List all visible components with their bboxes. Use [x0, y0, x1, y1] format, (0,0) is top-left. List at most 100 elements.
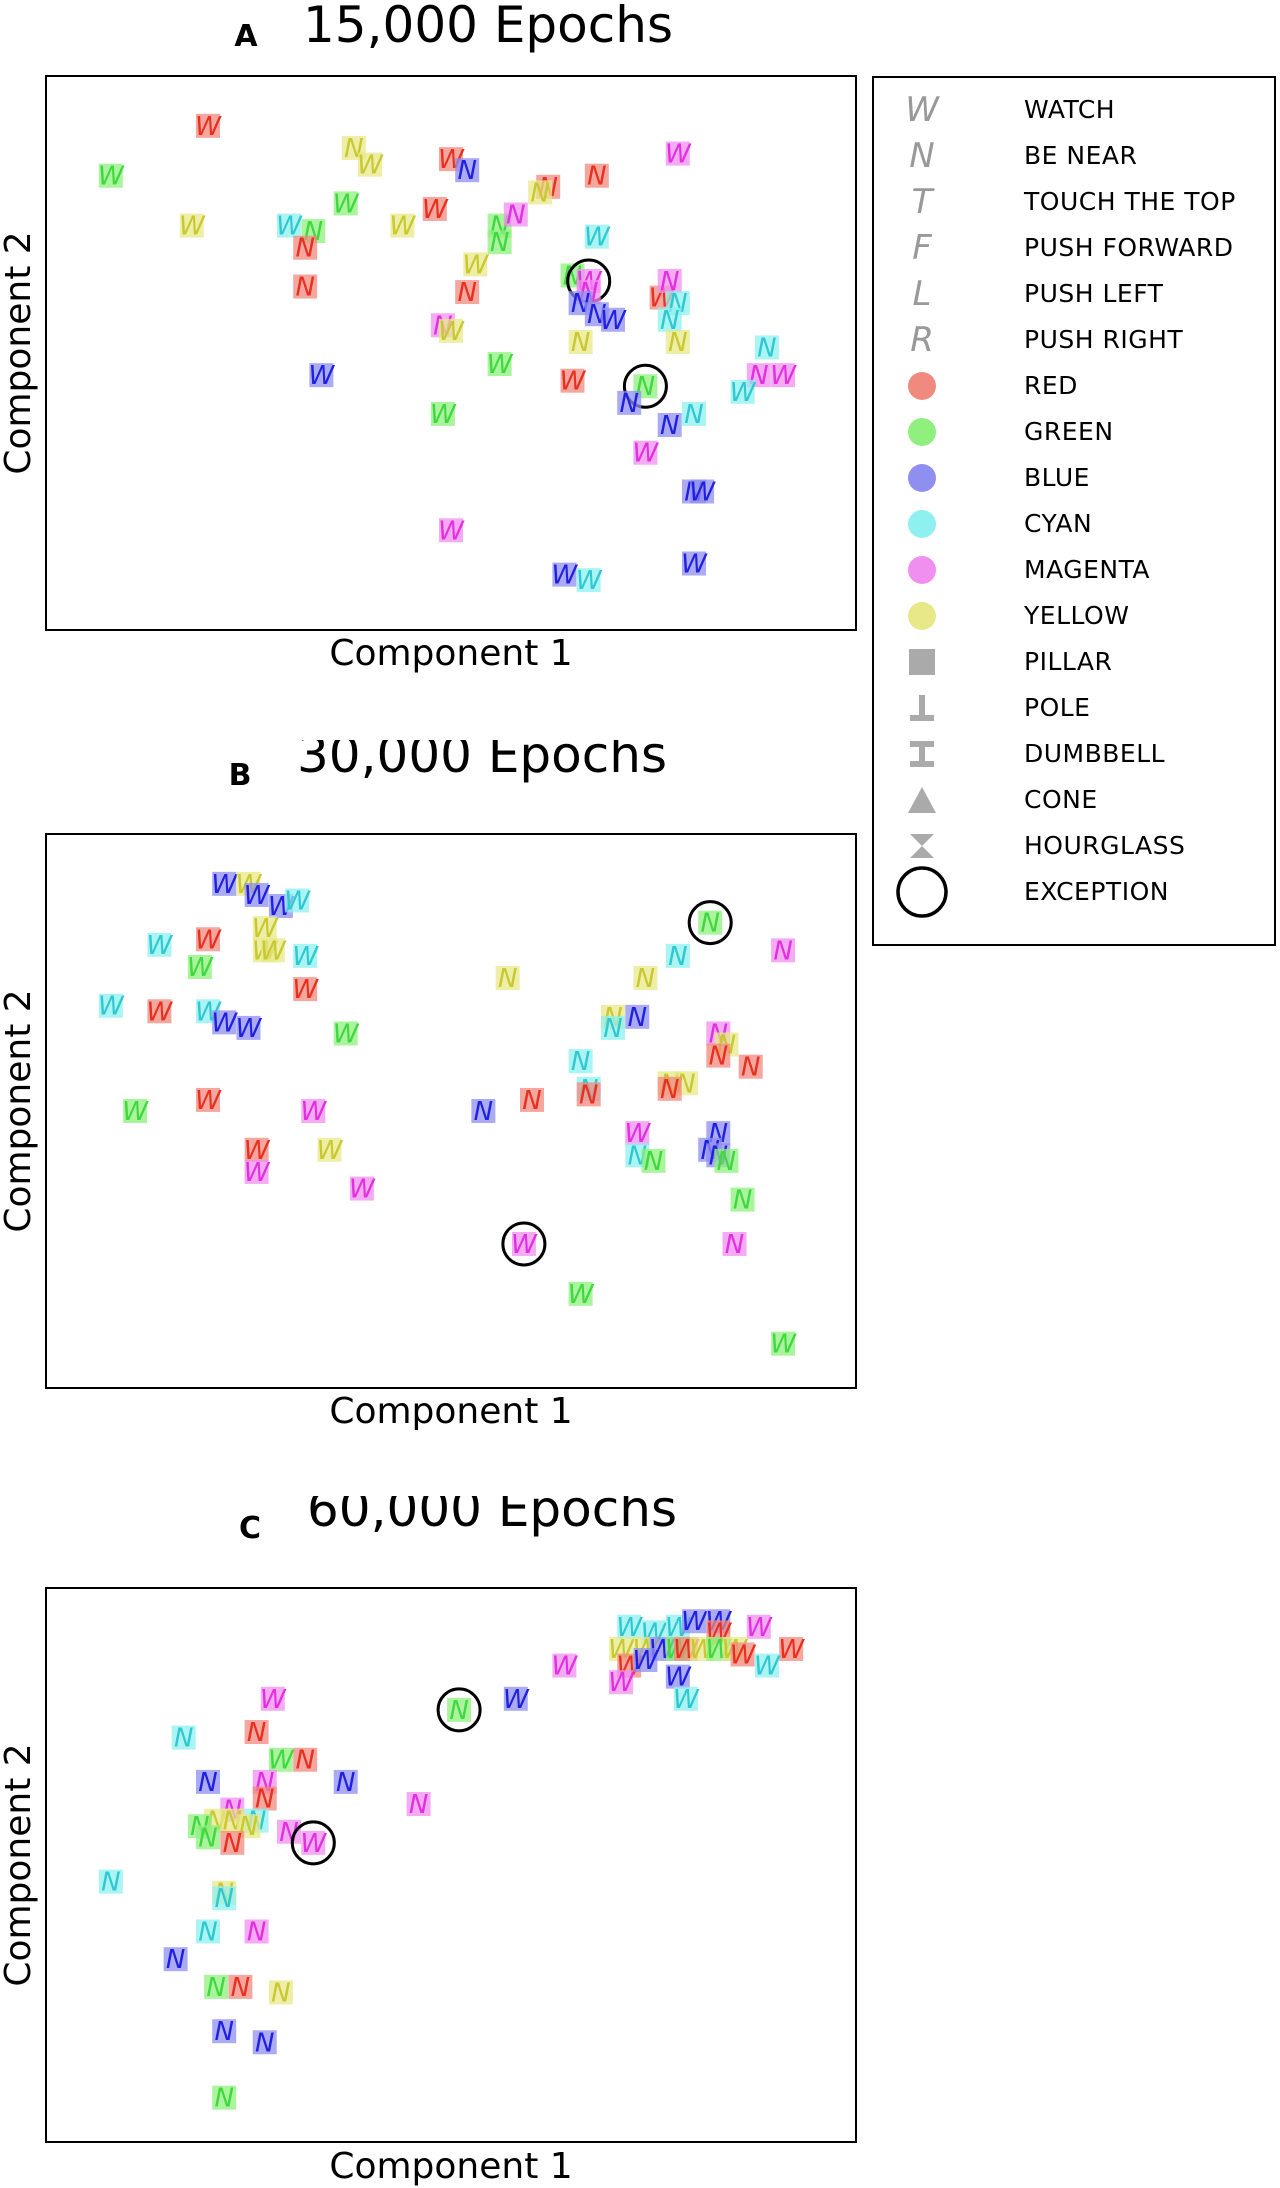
scatter-point: W [730, 1640, 757, 1670]
legend-item-pillar: PILLAR [874, 640, 1274, 684]
svg-text:W: W [584, 223, 611, 253]
svg-text:N: N [660, 1075, 679, 1105]
legend-label: PILLAR [1024, 647, 1113, 676]
scatter-point: W [195, 1086, 222, 1116]
svg-text:N: N [644, 1147, 663, 1177]
svg-text:W: W [633, 1646, 660, 1676]
svg-text:W: W [333, 1019, 360, 1049]
scatter-point: W [511, 1230, 538, 1260]
svg-text:N: N [660, 306, 679, 336]
scatter-point: W [390, 212, 417, 242]
svg-text:W: W [357, 151, 384, 181]
scatter-point: W [98, 162, 125, 192]
y-axis-label: Component 2 [0, 231, 39, 474]
scatter-point: N [98, 1868, 123, 1898]
svg-text:W: W [147, 931, 174, 961]
svg-text:N: N [295, 273, 314, 303]
scatter-point: N [657, 1075, 682, 1105]
scatter-point: N [520, 1086, 544, 1116]
plot-frame [45, 833, 857, 1389]
svg-text:N: N [255, 2028, 274, 2058]
scatter-point: N [771, 936, 796, 966]
legend-label: DUMBBELL [1024, 739, 1166, 768]
svg-text:N: N [684, 400, 703, 430]
svg-text:W: W [600, 306, 627, 336]
scatter-point: N [293, 1746, 318, 1776]
scatter-point: N [722, 1230, 747, 1260]
scatter-point: N [268, 1978, 293, 2008]
legend-label: CONE [1024, 785, 1098, 814]
x-axis-label: Component 1 [329, 633, 572, 674]
svg-text:N: N [255, 1785, 274, 1815]
svg-text:N: N [490, 228, 509, 258]
svg-text:N: N [636, 964, 655, 994]
scatter-point: N [471, 1097, 496, 1127]
svg-text:N: N [247, 1917, 266, 1947]
scatter-point: W [487, 350, 514, 380]
svg-text:N: N [457, 156, 476, 186]
scatter-point: W [244, 881, 271, 911]
pole-icon [894, 686, 950, 730]
svg-text:W: W [438, 317, 465, 347]
scatter-point: N [601, 1014, 625, 1044]
svg-text:N: N [101, 1868, 120, 1898]
scatter-point: N [657, 267, 682, 297]
scatter-point: N [212, 2084, 237, 2114]
scatter-point: N [212, 2017, 237, 2047]
legend-label: PUSH RIGHT [1024, 325, 1184, 354]
svg-text:W: W [317, 1136, 344, 1166]
legend-item-magenta: MAGENTA [874, 548, 1274, 592]
scatter-point: W [770, 361, 797, 391]
scatter-point: W [778, 1635, 805, 1665]
svg-text:W: W [681, 1607, 708, 1637]
svg-text:N: N [660, 411, 679, 441]
pillar-icon [894, 640, 950, 684]
x-axis-label: Component 1 [329, 1391, 572, 1430]
svg-text:N: N [198, 1823, 217, 1853]
scatter-point: N [293, 273, 318, 303]
svg-text:N: N [198, 1768, 217, 1798]
scatter-point: W [333, 189, 360, 219]
scatter-point: N [277, 1818, 301, 1848]
yellow-dot-icon [894, 594, 950, 638]
legend-item-be-near: N BE NEAR [874, 134, 1274, 178]
legend-item-red: RED [874, 364, 1274, 408]
svg-text:W: W [122, 1097, 149, 1127]
svg-text:N: N [498, 964, 517, 994]
chart-title: 60,000 Epochs [307, 1496, 677, 1538]
scatter-point: W [211, 870, 238, 900]
legend: W WATCH N BE NEAR T TOUCH THE TOP F PUSH FORWAR… [872, 76, 1276, 946]
svg-text:W: W [568, 1280, 595, 1310]
scatter-point: W [552, 1652, 579, 1682]
scatter-point: W [576, 566, 603, 596]
scatter-point: N [625, 1003, 650, 1033]
scatter-point: N [196, 1917, 220, 1947]
legend-label: BE NEAR [1024, 141, 1138, 170]
scatter-point: W [317, 1136, 344, 1166]
scatter-point: W [349, 1175, 376, 1205]
legend-letter-t: T [911, 182, 933, 222]
x-axis-label: Component 1 [329, 2146, 572, 2187]
svg-text:W: W [349, 1175, 376, 1205]
panel-a: A 15,000 Epochs WWNWWNNNWNWWNWWWNNNNWWNN… [0, 0, 857, 674]
scatter-point: N [576, 1080, 601, 1110]
scatter-point: W [438, 516, 465, 546]
scatter-point: W [98, 992, 125, 1022]
scatter-point: N [657, 411, 682, 441]
scatter-point: W [673, 1685, 700, 1715]
svg-text:N: N [619, 389, 638, 419]
svg-text:W: W [438, 516, 465, 546]
svg-text:W: W [300, 1097, 327, 1127]
svg-text:N: N [587, 162, 606, 192]
svg-text:N: N [206, 1973, 225, 2003]
svg-text:N: N [700, 909, 719, 939]
svg-text:W: W [746, 1613, 773, 1643]
scatter-point: N [584, 162, 609, 192]
svg-text:N: N [409, 1790, 428, 1820]
scatter-point: N [641, 1147, 666, 1177]
svg-text:W: W [211, 870, 238, 900]
svg-text:N: N [668, 328, 687, 358]
legend-item-hourglass: HOURGLASS [874, 824, 1274, 868]
svg-text:N: N [725, 1230, 744, 1260]
scatter-point: W [552, 561, 579, 591]
